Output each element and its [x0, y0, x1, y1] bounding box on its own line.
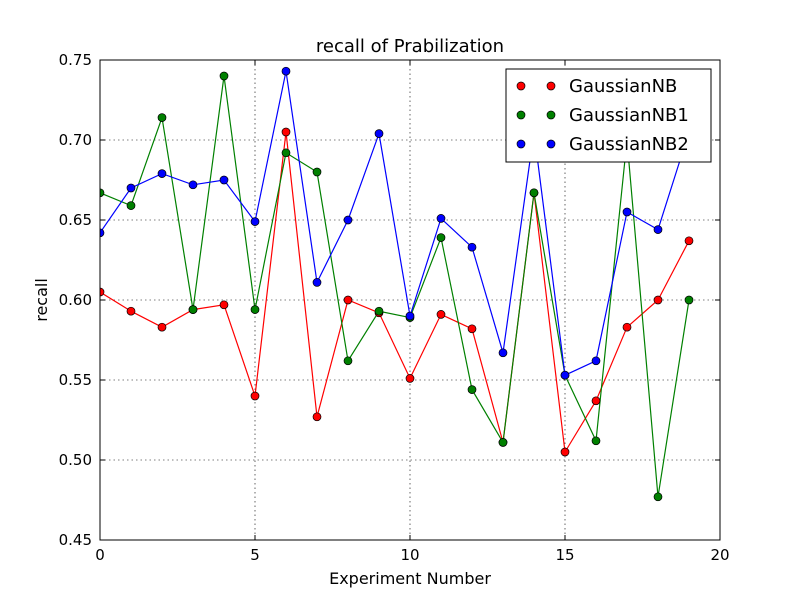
data-point	[126, 183, 136, 193]
data-point	[250, 217, 260, 226]
data-point	[467, 242, 477, 252]
data-point	[498, 348, 508, 358]
data-point	[560, 370, 570, 380]
data-point	[405, 311, 415, 321]
data-point	[467, 385, 477, 394]
data-point	[343, 215, 353, 225]
legend-label: GaussianNB2	[569, 134, 689, 155]
data-point	[250, 391, 260, 401]
series-line-0	[100, 131, 690, 454]
data-point	[591, 356, 601, 366]
x-tick-label: 15	[555, 546, 574, 564]
data-point	[653, 492, 663, 502]
data-point	[405, 374, 415, 383]
data-point	[653, 225, 663, 234]
y-tick-label: 0.60	[59, 291, 92, 309]
legend-label: GaussianNB1	[569, 105, 689, 126]
y-tick-label: 0.65	[59, 211, 92, 229]
data-point	[622, 207, 632, 217]
grid	[100, 60, 720, 540]
data-point	[591, 396, 601, 406]
legend-box	[505, 68, 712, 163]
series-line-2	[100, 71, 690, 377]
legend-marker	[516, 110, 526, 120]
data-point	[591, 436, 601, 446]
x-axis: 0 5 10 15 20	[95, 60, 730, 564]
data-point	[250, 305, 260, 314]
x-axis-title: Experiment Number	[329, 569, 491, 588]
legend-label: GaussianNB	[569, 76, 677, 97]
data-point	[684, 295, 694, 305]
data-point	[498, 438, 508, 447]
legend-marker	[516, 139, 526, 149]
data-point	[467, 324, 477, 334]
data-point	[312, 167, 322, 177]
data-point	[281, 127, 291, 137]
data-point	[343, 295, 353, 305]
data-point	[281, 66, 291, 76]
data-point	[622, 322, 632, 332]
data-point	[126, 201, 136, 210]
data-point	[374, 306, 384, 316]
data-point	[343, 356, 353, 366]
legend-marker	[516, 81, 526, 91]
y-tick-label: 0.75	[59, 51, 92, 69]
data-point	[684, 236, 694, 246]
x-tick-label: 10	[400, 546, 419, 564]
data-point	[312, 278, 322, 287]
data-point	[219, 300, 229, 310]
x-tick-label: 0	[95, 546, 105, 564]
data-point	[157, 169, 167, 178]
legend-marker	[546, 81, 556, 91]
data-point	[157, 113, 167, 122]
data-point	[188, 305, 198, 314]
x-tick-label: 20	[710, 546, 729, 564]
data-point	[653, 295, 663, 305]
y-tick-label: 0.70	[59, 131, 92, 149]
y-axis-title: recall	[32, 278, 51, 322]
legend: GaussianNB GaussianNB1 GaussianNB2	[505, 68, 712, 163]
data-point	[100, 228, 105, 238]
y-axis: 0.45 0.50 0.55 0.60 0.65 0.70 0.75	[59, 51, 720, 549]
data-point	[219, 71, 229, 81]
data-point	[100, 287, 105, 297]
series-layer	[100, 66, 694, 502]
y-tick-label: 0.50	[59, 451, 92, 469]
legend-marker	[546, 139, 556, 149]
data-point	[436, 310, 446, 319]
data-point	[188, 180, 198, 190]
data-point	[529, 188, 539, 198]
y-tick-label: 0.45	[59, 531, 92, 549]
legend-marker	[546, 110, 556, 120]
data-point	[374, 129, 384, 138]
data-point	[157, 322, 167, 332]
data-point	[436, 233, 446, 242]
y-tick-label: 0.55	[59, 371, 92, 389]
x-tick-label: 5	[250, 546, 260, 564]
data-point	[560, 447, 570, 457]
chart-title: recall of Prabilization	[316, 36, 504, 57]
data-point	[219, 175, 229, 185]
data-point	[436, 214, 446, 223]
data-point	[126, 306, 136, 316]
data-point	[312, 412, 322, 422]
data-point	[100, 188, 105, 198]
series-line-1	[100, 75, 690, 497]
data-point	[281, 148, 291, 158]
